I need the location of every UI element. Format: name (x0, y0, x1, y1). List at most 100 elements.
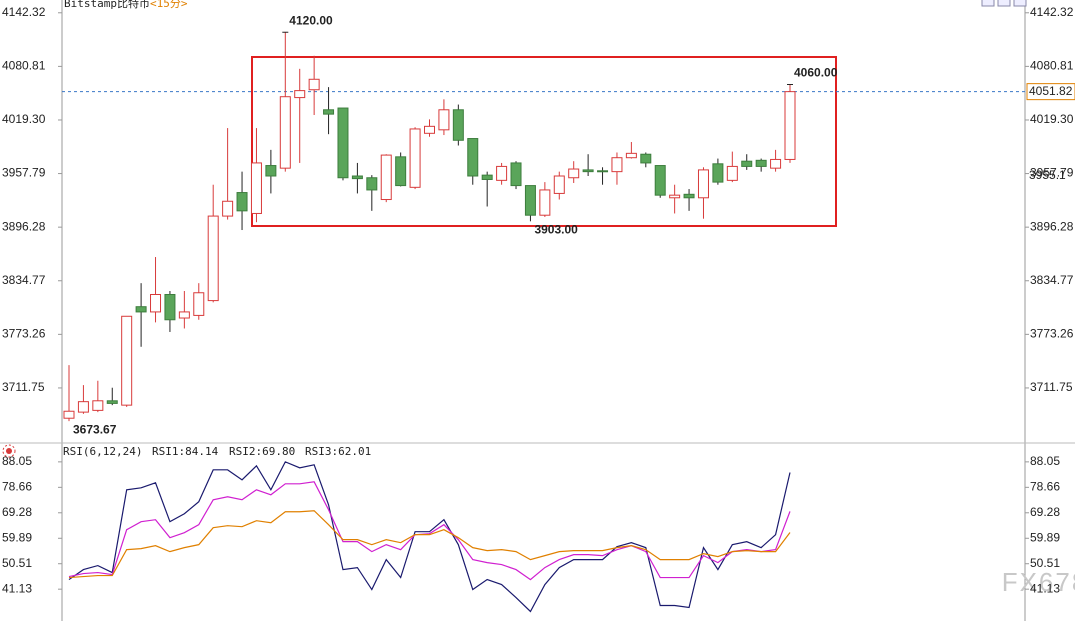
y-tick-label: 4080.81 (1030, 59, 1074, 73)
candle-body (366, 177, 378, 191)
candle-body (640, 153, 652, 164)
candle-body (712, 163, 724, 183)
candle-body (207, 215, 219, 302)
candle-body (438, 109, 450, 131)
annotation-label: 4060.00 (794, 66, 838, 80)
interval-text: <15分> (150, 0, 188, 10)
y-tick-label: 3711.75 (2, 380, 45, 394)
y-tick-label: 69.28 (1030, 505, 1060, 519)
candle-body (106, 400, 118, 404)
candle-body (770, 158, 782, 169)
candle-body (337, 107, 349, 179)
candle-body (524, 185, 536, 216)
candle-body (250, 162, 262, 214)
candle-body (150, 293, 162, 313)
candle-body (741, 160, 753, 167)
legend-entry: RSI2:69.80 (229, 445, 295, 458)
candle-body (625, 152, 637, 159)
y-tick-label: 69.28 (2, 505, 32, 519)
y-tick-label: 78.66 (1030, 480, 1060, 494)
y-tick-label: 59.89 (1030, 530, 1060, 544)
candle-body (265, 165, 277, 177)
candle-body (553, 175, 565, 194)
toolbar (981, 0, 1027, 7)
watermark: FX678 (1002, 567, 1075, 597)
ref-price-label: 3955.1 (1029, 168, 1066, 182)
rsi-title: RSI(6,12,24) (63, 445, 142, 458)
candle-body (726, 165, 738, 181)
candle-body (496, 165, 508, 181)
candle-body (308, 78, 320, 91)
y-tick-label: 4142.32 (1030, 5, 1074, 19)
y-tick-label: 3834.77 (1030, 273, 1074, 287)
y-tick-label: 41.13 (1030, 581, 1060, 595)
candle-body (654, 165, 666, 196)
candle-body (178, 311, 190, 319)
legend-entry: RSI3:62.01 (305, 445, 371, 458)
candle-body (222, 200, 234, 217)
y-tick-label: 3896.28 (1030, 219, 1074, 233)
candle-body (582, 169, 594, 173)
y-tick-label: 3773.26 (1030, 327, 1074, 341)
candle-body (63, 410, 75, 419)
y-tick-label: 3773.26 (2, 327, 46, 341)
candle-body (683, 193, 695, 199)
candle-body (323, 109, 335, 115)
candle-body (77, 401, 89, 413)
candle-body (755, 159, 767, 167)
y-tick-label: 59.89 (2, 530, 32, 544)
y-tick-label: 78.66 (2, 480, 32, 494)
candle-body (669, 194, 681, 199)
candle-body (539, 189, 551, 216)
candle-body (351, 175, 363, 180)
y-tick-label: 3957.79 (1030, 166, 1074, 180)
candle-body (697, 169, 709, 199)
y-tick-label: 3957.79 (2, 166, 46, 180)
annotation-label: 3903.00 (534, 222, 578, 236)
candle-body (481, 174, 493, 180)
y-tick-label: 50.51 (1030, 556, 1060, 570)
candle-body (294, 90, 306, 99)
candle-body (395, 156, 407, 187)
candle-body (121, 315, 133, 406)
title-text: Bitstamp比特币 (64, 0, 150, 10)
legend-entry: RSI1:84.14 (152, 445, 219, 458)
candle-body (92, 400, 104, 411)
candle-body (193, 292, 205, 316)
rsi-icon (2, 444, 16, 458)
candle-body (135, 306, 147, 313)
candle-body (164, 293, 176, 321)
candle-body (279, 96, 291, 169)
y-tick-label: 4080.81 (2, 59, 46, 73)
chart-title: Bitstamp比特币<15分> (64, 0, 188, 10)
candle-body (510, 162, 522, 187)
candle-body (784, 91, 796, 160)
y-tick-label: 3834.77 (2, 273, 46, 287)
candle-body (452, 109, 464, 141)
candle-body (467, 138, 479, 177)
candle-body (568, 168, 580, 179)
toolbar-button[interactable] (1013, 0, 1027, 7)
y-tick-label: 41.13 (2, 581, 32, 595)
candle-body (611, 157, 623, 173)
toolbar-button[interactable] (997, 0, 1011, 7)
annotation-label: 3673.67 (73, 422, 117, 436)
rsi-line (68, 481, 791, 581)
y-tick-label: 4019.30 (2, 112, 46, 126)
candle-body (236, 192, 248, 212)
y-tick-label: 3711.75 (1030, 380, 1073, 394)
last-price-label: 4051.82 (1029, 84, 1073, 98)
candle-body (409, 128, 421, 188)
candle-body (380, 154, 392, 201)
y-tick-label: 88.05 (2, 454, 32, 468)
y-tick-label: 4142.32 (2, 5, 46, 19)
candle-body (597, 170, 609, 173)
y-tick-label: 50.51 (2, 556, 32, 570)
highlight-box (251, 56, 837, 227)
last-price-box (1026, 83, 1075, 101)
toolbar-button[interactable] (981, 0, 995, 7)
y-tick-label: 4019.30 (1030, 112, 1074, 126)
y-tick-label: 3896.28 (2, 219, 46, 233)
